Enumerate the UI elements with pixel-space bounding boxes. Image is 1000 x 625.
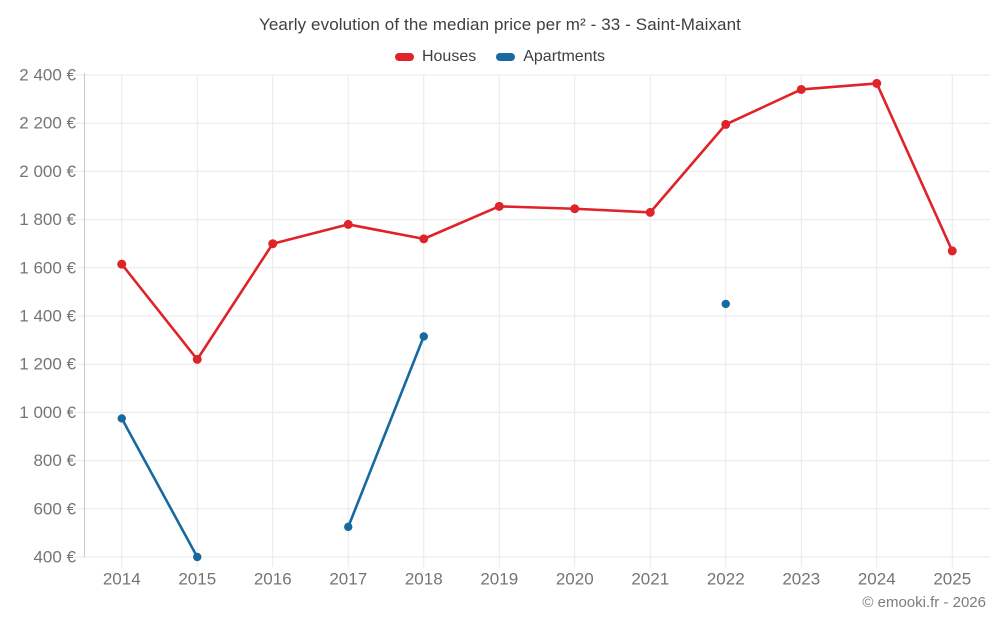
houses-swatch-icon [394,53,414,61]
x-tick-label: 2017 [329,570,367,589]
houses-point-2019[interactable] [494,201,504,211]
apartments-swatch-icon [496,53,516,61]
houses-point-2024[interactable] [872,78,882,88]
y-tick-label: 1 200 € [19,355,76,374]
copyright-text: © emooki.fr - 2026 [862,594,986,611]
legend-label-apartments: Apartments [523,48,606,65]
x-tick-label: 2015 [178,570,216,589]
y-tick-label: 2 400 € [19,66,76,85]
houses-point-2020[interactable] [570,204,580,214]
houses-point-2016[interactable] [268,239,278,249]
houses-point-2018[interactable] [419,234,429,244]
x-tick-label: 2020 [556,570,594,589]
houses-point-2022[interactable] [721,119,731,129]
x-tick-label: 2021 [631,570,669,589]
y-tick-label: 2 200 € [19,114,76,133]
x-tick-label: 2019 [480,570,518,589]
y-tick-label: 1 000 € [19,403,76,422]
x-tick-label: 2018 [405,570,443,589]
apartments-point-2015[interactable] [193,552,202,562]
y-tick-label: 600 € [33,499,76,518]
houses-point-2025[interactable] [947,246,957,256]
apartments-point-2017[interactable] [344,522,353,532]
chart-legend: Houses Apartments [0,46,1000,68]
y-tick-label: 1 800 € [19,210,76,229]
houses-point-2017[interactable] [343,219,353,229]
x-tick-label: 2025 [933,570,971,589]
apartments-point-2014[interactable] [117,414,126,423]
houses-point-2015[interactable] [192,354,202,364]
x-tick-label: 2022 [707,570,745,589]
y-tick-label: 2 000 € [19,162,76,181]
y-tick-label: 1 400 € [19,307,76,326]
houses-point-2014[interactable] [117,259,127,269]
x-tick-label: 2014 [103,570,141,589]
y-tick-label: 400 € [33,548,76,567]
x-tick-label: 2016 [254,570,292,589]
houses-point-2021[interactable] [645,207,655,217]
houses-line [120,82,954,361]
x-tick-label: 2023 [782,570,820,589]
chart-title: Yearly evolution of the median price per… [258,15,741,34]
y-tick-label: 800 € [33,451,76,470]
houses-point-2023[interactable] [796,84,806,94]
legend-item-houses[interactable]: Houses [394,48,477,66]
apartments-line [346,335,426,529]
legend-item-apartments[interactable]: Apartments [496,48,605,66]
apartments-point-2022[interactable] [721,299,730,309]
apartments-point-2018[interactable] [419,332,428,341]
y-tick-label: 1 600 € [19,258,76,277]
legend-label-houses: Houses [421,48,477,65]
x-tick-label: 2024 [858,570,896,589]
apartments-line [120,417,199,559]
